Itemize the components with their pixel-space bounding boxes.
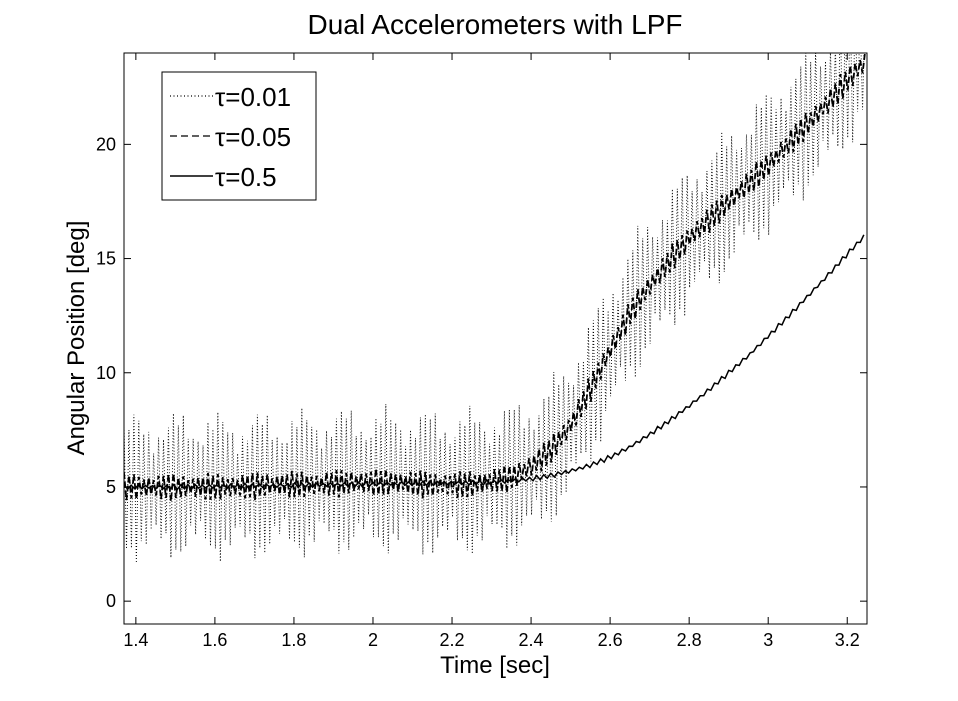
x-tick-label: 1.6 [202, 630, 227, 650]
x-axis-label: Time [sec] [440, 652, 550, 679]
series-line-005 [124, 53, 866, 502]
y-tick-label: 20 [96, 134, 116, 154]
tick-layer: 1.4 1.6 1.8 2 2.2 2.4 2.6 2.8 3 3.2 0 5 10 15 20 [96, 53, 867, 650]
x-tick-label: 2.2 [440, 630, 465, 650]
x-tick-label: 1.4 [123, 630, 148, 650]
x-tick-label: 2.4 [519, 630, 544, 650]
series-layer [124, 53, 866, 563]
series-line-05 [124, 234, 865, 491]
series-line-001 [124, 53, 865, 563]
y-axis-label: Angular Position [deg] [63, 221, 90, 456]
chart-title: Dual Accelerometers with LPF [307, 9, 682, 40]
x-tick-label: 3 [763, 630, 773, 650]
y-tick-label: 10 [96, 363, 116, 383]
y-tick-label: 5 [106, 477, 116, 497]
y-tick-label: 0 [106, 591, 116, 611]
legend-label-tau-05: τ=0.5 [215, 162, 277, 192]
legend-label-tau-001: τ=0.01 [215, 82, 291, 112]
y-tick-label: 15 [96, 249, 116, 269]
x-tick-label: 1.8 [281, 630, 306, 650]
x-tick-label: 2.6 [598, 630, 623, 650]
x-tick-label: 2.8 [677, 630, 702, 650]
x-tick-label: 2 [368, 630, 378, 650]
legend-label-tau-005: τ=0.05 [215, 122, 291, 152]
axes-box [123, 52, 868, 625]
legend: τ=0.01 τ=0.05 τ=0.5 [161, 71, 317, 201]
x-tick-label: 3.2 [835, 630, 860, 650]
